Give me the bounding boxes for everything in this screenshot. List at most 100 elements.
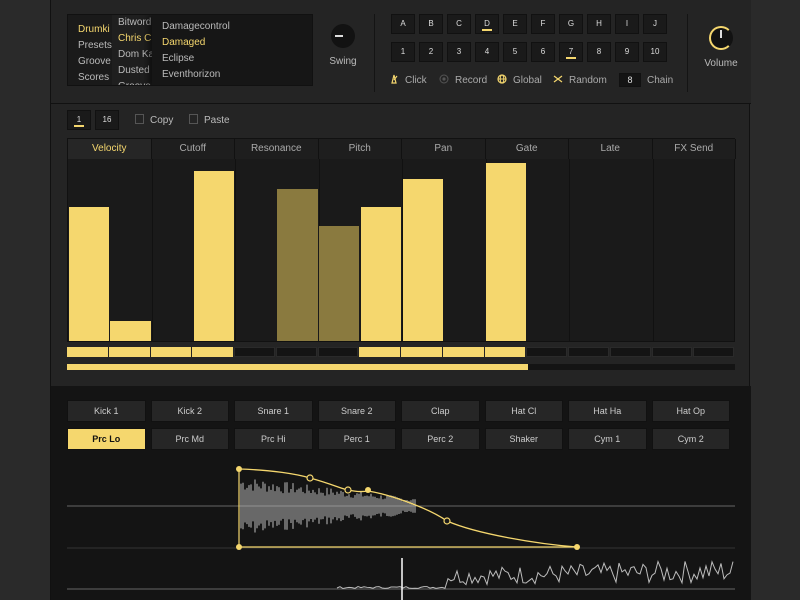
pattern-button-c[interactable]: C [447,14,471,34]
browser-item[interactable]: Dom Ka [118,49,152,60]
browser-item[interactable]: Eventhorizon [162,69,221,80]
step-toggle[interactable] [234,347,275,357]
drum-pad-snare-2[interactable]: Snare 2 [317,400,396,422]
step-toggle[interactable] [192,347,233,357]
step-toggle[interactable] [484,347,526,357]
drum-pad-perc-1[interactable]: Perc 1 [317,428,396,450]
pattern-button-g[interactable]: G [559,14,583,34]
pattern-button-b[interactable]: B [419,14,443,34]
param-tab-pitch[interactable]: Pitch [318,139,402,159]
step-toggle[interactable] [317,347,359,357]
pattern-button-f[interactable]: F [531,14,555,34]
step-toggle[interactable] [651,347,693,357]
browser-item[interactable]: Drumki [78,24,110,35]
chain-value[interactable]: 8 [619,73,641,87]
pattern-number-button-4[interactable]: 4 [475,42,499,62]
step-bar[interactable] [68,206,109,341]
envelope-point[interactable] [236,466,242,472]
browser-item[interactable]: Presets [78,40,112,51]
global-toggle[interactable]: Global [497,74,542,86]
drum-pad-hat-cl[interactable]: Hat Cl [484,400,563,422]
drum-pad-cym-1[interactable]: Cym 1 [568,428,647,450]
drum-pad-prc-md[interactable]: Prc Md [150,428,229,450]
length-16-button[interactable]: 16 [95,110,119,130]
record-toggle[interactable]: Record [439,74,487,86]
browser-item[interactable]: Groove [112,79,152,85]
pattern-button-j[interactable]: J [643,14,667,34]
random-button[interactable]: Random [553,74,607,86]
drum-pad-prc-lo[interactable]: Prc Lo [67,428,146,450]
pattern-number-button-1[interactable]: 1 [391,42,415,62]
browser-item[interactable]: Eclipse [162,53,195,64]
browser-item[interactable]: Scores [78,72,110,83]
length-1-button[interactable]: 1 [67,110,91,130]
step-toggle[interactable] [526,347,567,357]
step-bar[interactable] [360,206,401,341]
envelope-waveform-display[interactable] [67,462,735,600]
pattern-number-button-8[interactable]: 8 [587,42,611,62]
param-tab-velocity[interactable]: Velocity [68,139,152,159]
step-toggle[interactable] [568,347,609,357]
drum-pad-prc-hi[interactable]: Prc Hi [234,428,313,450]
drum-pad-kick-2[interactable]: Kick 2 [150,400,229,422]
browser-item[interactable]: Damaged [162,37,206,48]
envelope-point[interactable] [574,544,580,550]
pattern-number-button-10[interactable]: 10 [643,42,667,62]
swing-knob[interactable] [331,24,355,48]
step-toggle[interactable] [108,347,150,357]
browser-item[interactable]: Damagecontrol [162,21,230,32]
step-bar[interactable] [402,179,443,341]
param-tab-fx-send[interactable]: FX Send [652,139,736,159]
pattern-number-button-9[interactable]: 9 [615,42,639,62]
step-toggle[interactable] [359,347,400,357]
pattern-number-button-3[interactable]: 3 [447,42,471,62]
drum-pad-clap[interactable]: Clap [401,400,480,422]
step-toggle[interactable] [67,347,108,357]
browser-item[interactable]: Bitword [118,17,152,28]
step-toggle[interactable] [150,347,192,357]
pattern-button-h[interactable]: H [587,14,611,34]
step-toggle[interactable] [609,347,651,357]
pattern-number-button-2[interactable]: 2 [419,42,443,62]
step-bar[interactable] [277,189,318,341]
envelope-point[interactable] [365,487,371,493]
chain-control[interactable]: 8 Chain [619,73,673,87]
pattern-number-button-6[interactable]: 6 [531,42,555,62]
param-tab-late[interactable]: Late [569,139,653,159]
param-tab-resonance[interactable]: Resonance [235,139,319,159]
step-bar[interactable] [486,163,527,341]
drum-pad-hat-op[interactable]: Hat Op [651,400,730,422]
drum-pad-snare-1[interactable]: Snare 1 [234,400,313,422]
click-toggle[interactable]: Click [389,74,427,86]
drum-pad-shaker[interactable]: Shaker [484,428,563,450]
drum-pad-kick-1[interactable]: Kick 1 [67,400,146,422]
step-bar[interactable] [193,170,234,341]
pattern-button-d[interactable]: D [475,14,499,34]
drum-pad-hat-ha[interactable]: Hat Ha [568,400,647,422]
drum-pad-perc-2[interactable]: Perc 2 [401,428,480,450]
pattern-button-e[interactable]: E [503,14,527,34]
envelope-point[interactable] [344,486,352,494]
envelope-point[interactable] [443,517,451,525]
param-tab-pan[interactable]: Pan [402,139,486,159]
paste-button[interactable]: Paste [189,114,230,126]
volume-knob[interactable] [709,26,733,50]
copy-button[interactable]: Copy [135,114,173,126]
pattern-button-a[interactable]: A [391,14,415,34]
drum-pad-cym-2[interactable]: Cym 2 [651,428,730,450]
step-toggle[interactable] [693,347,734,357]
step-bar[interactable] [319,226,360,341]
pattern-button-i[interactable]: I [615,14,639,34]
step-toggle[interactable] [401,347,442,357]
browser-item[interactable]: Dusted [118,65,150,76]
envelope-point[interactable] [236,544,242,550]
envelope-point[interactable] [306,474,314,482]
step-toggle[interactable] [442,347,484,357]
param-tab-gate[interactable]: Gate [485,139,569,159]
step-bar[interactable] [110,321,151,341]
pattern-number-button-5[interactable]: 5 [503,42,527,62]
pattern-number-button-7[interactable]: 7 [559,42,583,62]
param-tab-cutoff[interactable]: Cutoff [151,139,235,159]
browser-item[interactable]: Chris C [118,33,152,44]
browser-item[interactable]: Groove [78,56,111,67]
